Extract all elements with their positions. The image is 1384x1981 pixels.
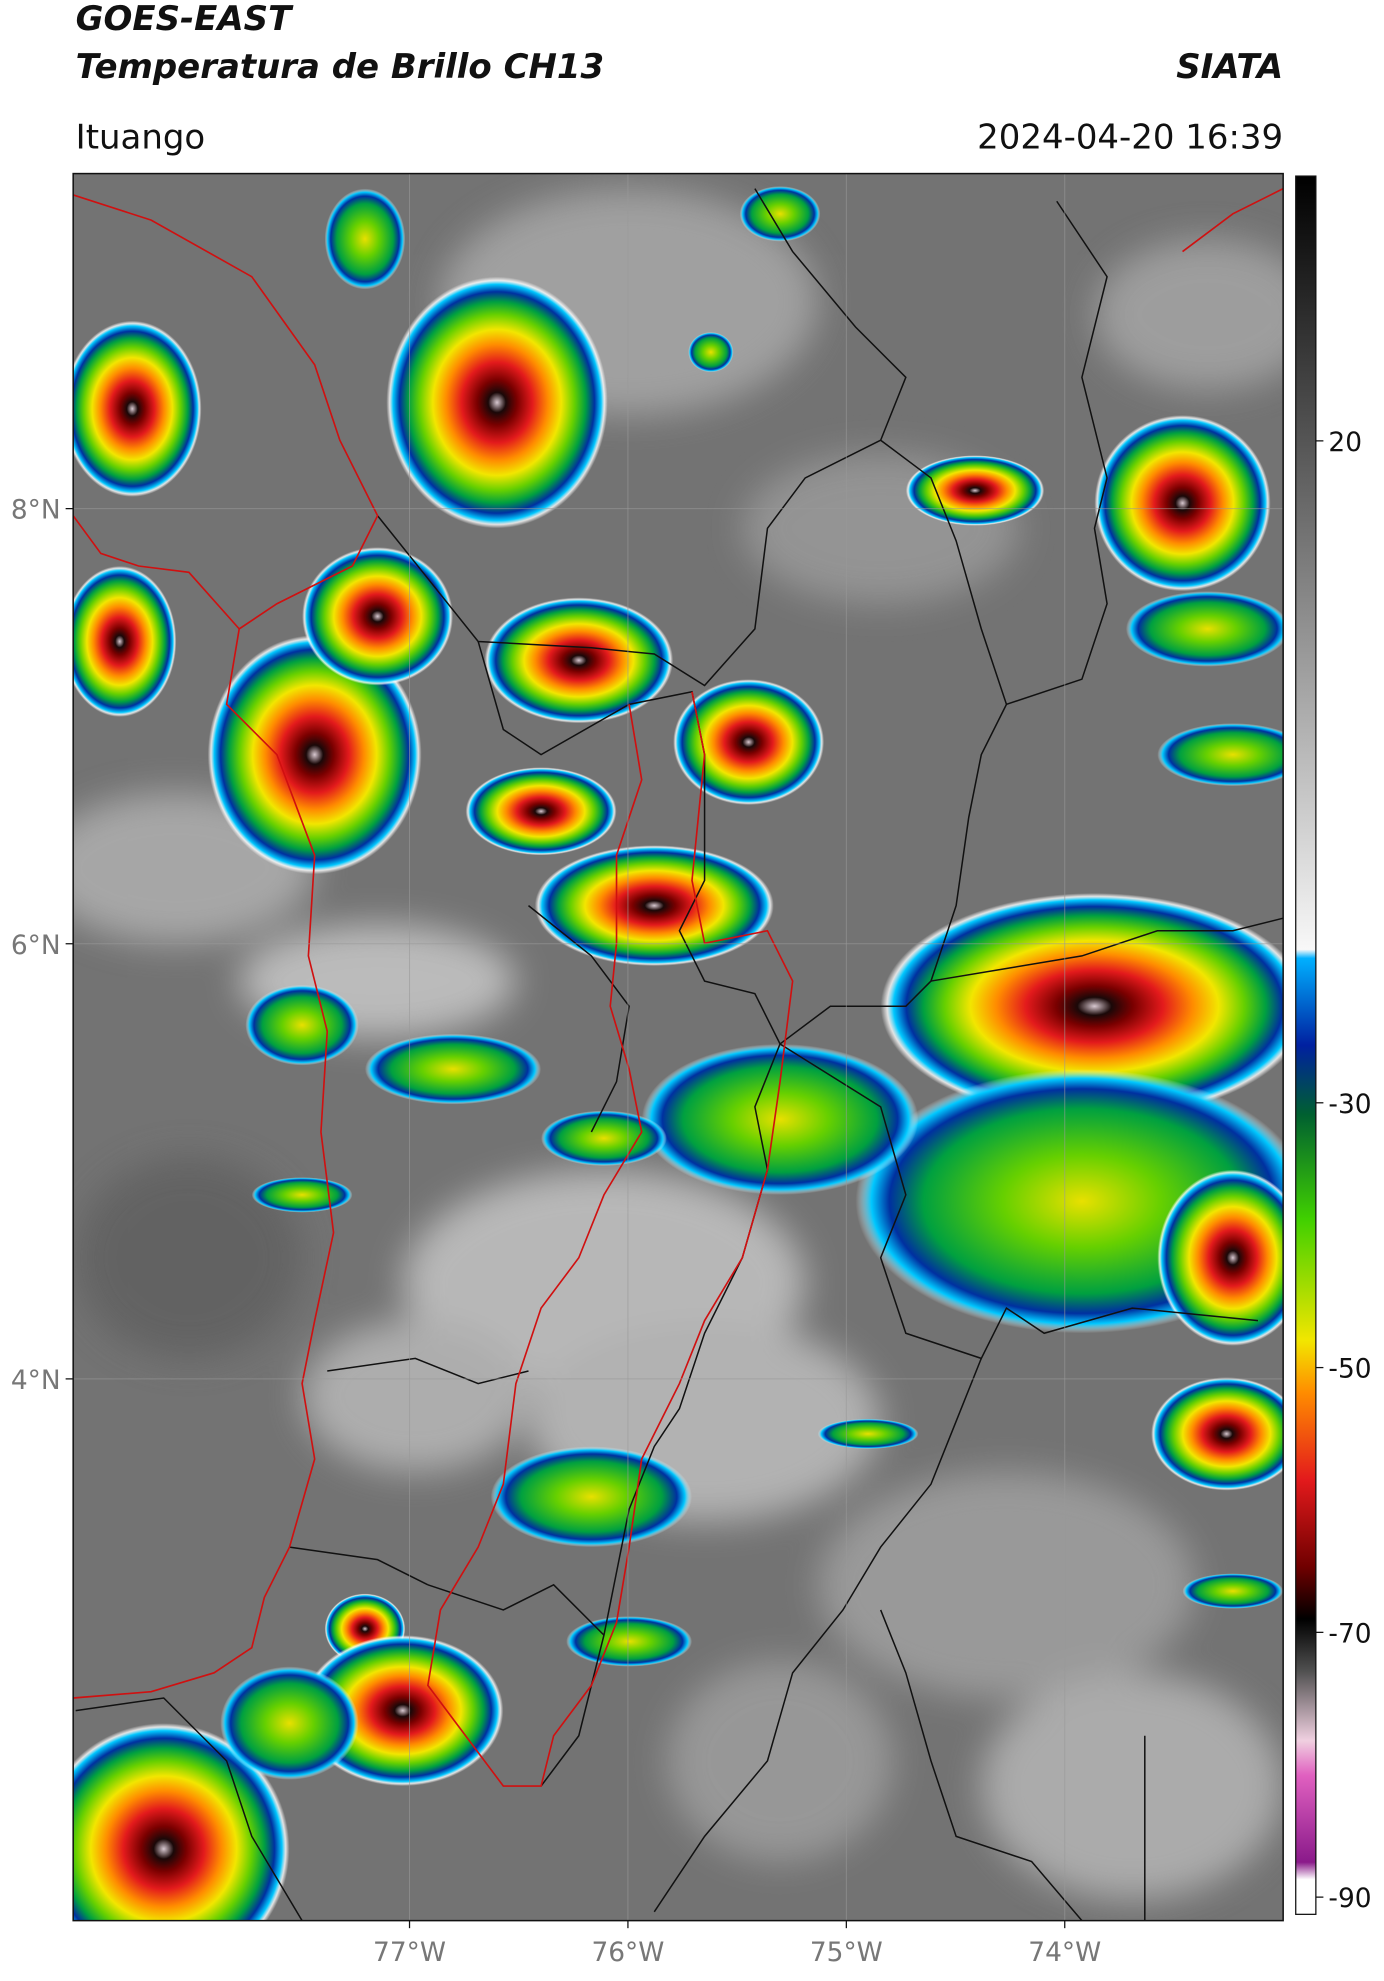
lon-tick-label: 75°W — [810, 1937, 883, 1968]
datetime: 2024-04-20 16:39 — [977, 117, 1283, 157]
lat-tick-label: 4°N — [11, 1365, 61, 1396]
source: SIATA — [1176, 47, 1283, 87]
location: Ituango — [76, 117, 206, 157]
map-frame — [72, 172, 1284, 1922]
colorbar-tick-label: -50 — [1328, 1354, 1371, 1385]
colorbar-tick-label: -30 — [1328, 1089, 1371, 1120]
axes-labels: 77°W 76°W 75°W 74°W 8°N 6°N 4°N 20 -30 -50 -70 -90 — [11, 427, 1372, 1968]
lon-tick-label: 77°W — [373, 1937, 446, 1968]
colorbar — [1295, 175, 1317, 1915]
title-line1: GOES-EAST — [76, 0, 294, 39]
colorbar-tick-label: -70 — [1328, 1618, 1371, 1649]
lon-tick-label: 74°W — [1028, 1937, 1101, 1968]
convective-cells — [73, 186, 1284, 1921]
title-line2: Temperatura de Brillo CH13 — [76, 47, 604, 87]
lat-tick-label: 6°N — [11, 930, 61, 961]
map — [73, 173, 1284, 1921]
lon-tick-label: 76°W — [591, 1937, 664, 1968]
colorbar-tick-label: -90 — [1328, 1883, 1371, 1914]
graticule — [73, 173, 1284, 1921]
cloud-field — [73, 188, 1284, 1900]
lat-tick-label: 8°N — [11, 495, 61, 526]
colorbar-tick-label: 20 — [1328, 427, 1362, 458]
coastline-and-region — [73, 187, 1284, 1787]
